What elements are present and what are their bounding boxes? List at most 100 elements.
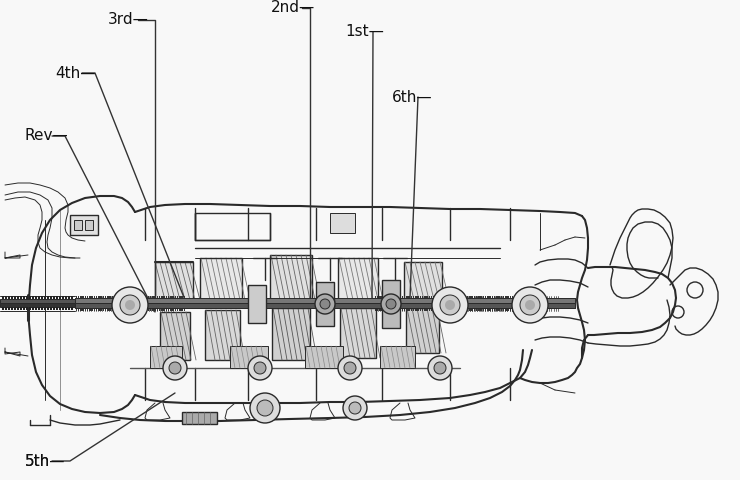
Bar <box>139 308 140 311</box>
Bar <box>175 296 176 299</box>
Bar <box>404 308 405 311</box>
Bar <box>431 308 432 311</box>
Bar <box>391 308 392 311</box>
Bar <box>537 296 538 299</box>
Circle shape <box>250 393 280 423</box>
Bar <box>169 296 171 299</box>
Bar <box>139 296 140 299</box>
Bar <box>130 296 131 299</box>
Bar <box>508 296 509 299</box>
Bar <box>535 296 536 299</box>
Bar <box>472 308 474 311</box>
Bar <box>539 308 540 311</box>
Bar <box>386 308 387 311</box>
Bar <box>433 296 434 299</box>
Bar <box>98 296 99 299</box>
Bar <box>76 308 77 311</box>
Circle shape <box>428 356 452 380</box>
Bar <box>384 296 386 299</box>
Bar <box>476 296 477 299</box>
Bar <box>90 296 92 299</box>
Bar <box>173 296 175 299</box>
Bar <box>2 296 4 299</box>
Bar <box>32 296 33 299</box>
Bar <box>474 308 475 311</box>
Bar <box>488 296 490 299</box>
Bar <box>41 296 42 299</box>
Circle shape <box>169 362 181 374</box>
Bar <box>71 296 73 299</box>
Bar <box>35 307 36 310</box>
Bar <box>477 308 479 311</box>
Bar <box>132 308 133 311</box>
Bar <box>121 296 122 299</box>
Text: Rev—: Rev— <box>25 129 69 144</box>
Bar <box>483 296 484 299</box>
Bar <box>501 296 502 299</box>
Bar <box>487 308 488 311</box>
Bar <box>149 308 151 311</box>
Bar <box>94 308 95 311</box>
Circle shape <box>440 295 460 315</box>
Bar <box>492 296 493 299</box>
Bar <box>379 296 380 299</box>
Bar <box>59 296 61 299</box>
Bar <box>87 308 88 311</box>
Bar <box>425 308 426 311</box>
Bar <box>400 308 401 311</box>
Bar <box>425 296 426 299</box>
Bar <box>465 296 466 299</box>
Bar <box>153 296 155 299</box>
Bar <box>121 308 122 311</box>
Bar <box>101 308 102 311</box>
Bar <box>65 307 67 310</box>
Bar <box>395 308 396 311</box>
Bar <box>413 308 414 311</box>
Bar <box>0 299 75 303</box>
Circle shape <box>338 356 362 380</box>
Bar <box>200 258 242 300</box>
Bar <box>144 308 146 311</box>
Bar <box>492 308 493 311</box>
Bar <box>169 308 171 311</box>
Bar <box>159 296 160 299</box>
Bar <box>454 308 455 311</box>
Bar <box>505 296 506 299</box>
Bar <box>230 346 268 368</box>
Bar <box>76 296 77 299</box>
Bar <box>0 303 75 307</box>
Bar <box>521 308 522 311</box>
Bar <box>128 308 129 311</box>
Bar <box>17 296 18 299</box>
Bar <box>107 308 108 311</box>
Bar <box>528 296 529 299</box>
Bar <box>467 296 468 299</box>
Bar <box>521 296 522 299</box>
Bar <box>389 296 391 299</box>
Bar <box>105 296 106 299</box>
Circle shape <box>248 356 272 380</box>
Bar <box>382 296 383 299</box>
Bar <box>132 296 133 299</box>
Bar <box>330 213 355 233</box>
Bar <box>463 296 465 299</box>
Bar <box>477 296 479 299</box>
Bar <box>137 296 138 299</box>
Bar <box>427 308 428 311</box>
Bar <box>447 308 448 311</box>
Bar <box>148 296 149 299</box>
Bar <box>159 308 160 311</box>
Bar <box>398 308 400 311</box>
Bar <box>382 280 400 328</box>
Bar <box>472 296 474 299</box>
Bar <box>460 296 461 299</box>
Bar <box>406 296 407 299</box>
Bar <box>512 308 513 311</box>
Circle shape <box>163 356 187 380</box>
Bar <box>375 296 376 299</box>
Bar <box>80 308 81 311</box>
Bar <box>157 308 158 311</box>
Bar <box>135 296 137 299</box>
Bar <box>515 296 517 299</box>
Bar <box>526 296 528 299</box>
